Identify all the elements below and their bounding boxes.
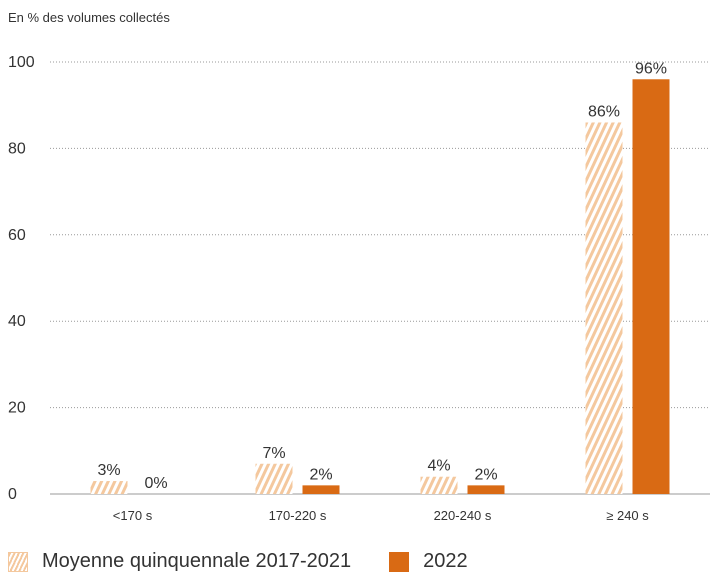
data-label: 96% xyxy=(635,60,667,77)
bar-2022-2 xyxy=(467,485,505,494)
data-label: 3% xyxy=(97,462,120,479)
x-tick-label: 220-240 s xyxy=(434,508,492,523)
bar-average-1 xyxy=(255,463,293,494)
legend-item-average: Moyenne quinquennale 2017-2021 xyxy=(8,550,351,573)
bar-average-3 xyxy=(585,122,623,494)
legend: Moyenne quinquennale 2017-2021 2022 xyxy=(8,550,506,573)
x-tick-label: 170-220 s xyxy=(269,508,327,523)
bar-2022-1 xyxy=(302,485,340,494)
bar-2022-3 xyxy=(632,79,670,494)
data-label: 0% xyxy=(144,475,167,492)
data-label: 2% xyxy=(474,466,497,483)
legend-swatch-solid xyxy=(389,551,410,572)
y-tick-label: 40 xyxy=(8,313,26,330)
y-tick-label: 20 xyxy=(8,400,26,417)
y-tick-label: 60 xyxy=(8,227,26,244)
x-tick-label: ≥ 240 s xyxy=(606,508,649,523)
bar-average-2 xyxy=(420,476,458,494)
y-tick-label: 100 xyxy=(8,54,35,71)
data-label: 86% xyxy=(588,103,620,120)
bars xyxy=(90,79,670,494)
legend-item-2022: 2022 xyxy=(389,550,468,573)
x-axis: <170 s 170-220 s 220-240 s ≥ 240 s xyxy=(113,508,649,523)
data-label: 7% xyxy=(262,445,285,462)
x-tick-label: <170 s xyxy=(113,508,153,523)
data-label: 2% xyxy=(309,466,332,483)
y-tick-label: 0 xyxy=(8,486,17,503)
value-labels: 3% 0% 7% 2% 4% 2% 86% 96% xyxy=(97,60,667,492)
bar-average-0 xyxy=(90,481,128,494)
y-tick-label: 80 xyxy=(8,140,26,157)
legend-label-2022: 2022 xyxy=(423,550,468,572)
legend-label-average: Moyenne quinquennale 2017-2021 xyxy=(42,550,352,572)
y-axis-label: En % des volumes collectés xyxy=(8,10,170,25)
data-label: 4% xyxy=(427,458,450,475)
legend-swatch-hatched xyxy=(8,551,28,572)
